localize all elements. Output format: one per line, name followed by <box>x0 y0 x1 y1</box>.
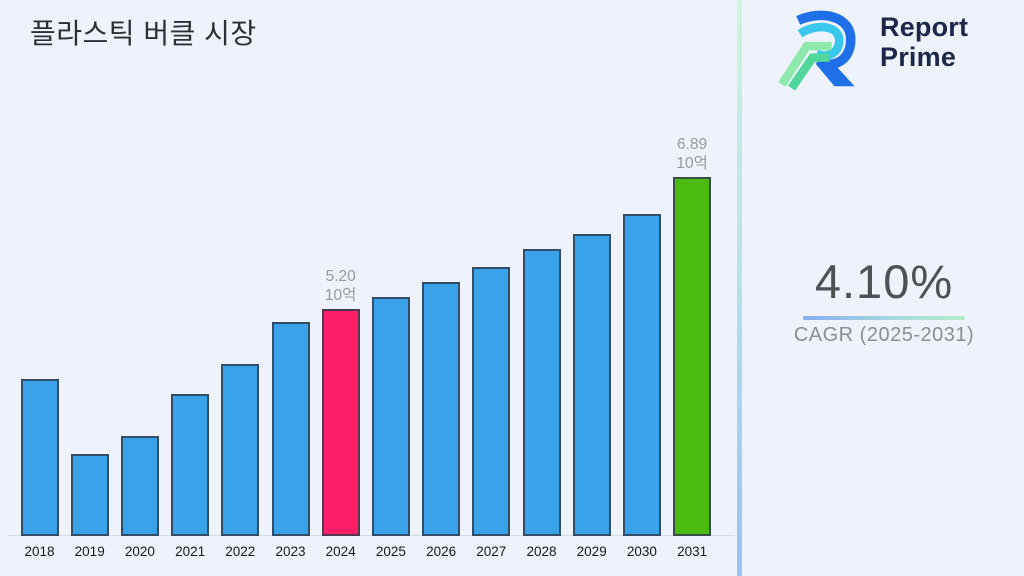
brand-logo: Report Prime <box>774 8 968 92</box>
logo-text-line1: Report <box>880 12 969 42</box>
bar-2023 <box>271 322 310 536</box>
bar-2020 <box>120 436 159 536</box>
x-tick-2031: 2031 <box>677 544 708 559</box>
bar-2018 <box>20 379 59 536</box>
x-tick-2024: 2024 <box>325 544 356 559</box>
bar-2029 <box>572 234 611 536</box>
x-tick-2023: 2023 <box>275 544 306 559</box>
bar-2022 <box>221 364 260 536</box>
logo-text: Report Prime <box>880 12 968 72</box>
x-tick-2025: 2025 <box>375 544 406 559</box>
bar-2019 <box>70 454 109 536</box>
x-tick-2022: 2022 <box>225 544 256 559</box>
bar-chart: 2018 2019 2020 2021 2022 2023 2024 5.20 10억 2025 2… <box>8 136 734 559</box>
bar-2031 <box>673 177 712 536</box>
x-tick-2026: 2026 <box>426 544 457 559</box>
bar-2027 <box>472 267 511 536</box>
bar-2028 <box>522 249 561 536</box>
bar-2026 <box>422 282 461 536</box>
x-tick-2028: 2028 <box>526 544 557 559</box>
vertical-divider <box>737 0 742 576</box>
cagr-block: 4.10% CAGR (2025-2031) <box>764 254 1004 347</box>
bar-2025 <box>371 297 410 536</box>
cagr-underline <box>803 316 965 320</box>
bar-2024 <box>321 309 360 536</box>
x-tick-2019: 2019 <box>74 544 105 559</box>
data-label-2024: 5.20 10억 <box>324 268 357 304</box>
x-tick-2029: 2029 <box>576 544 607 559</box>
x-tick-2018: 2018 <box>24 544 55 559</box>
cagr-label: CAGR (2025-2031) <box>793 324 975 346</box>
bar-2021 <box>171 394 210 536</box>
x-tick-2021: 2021 <box>175 544 206 559</box>
data-label-2031: 6.89 10억 <box>676 136 708 172</box>
logo-text-line2: Prime <box>880 42 957 72</box>
x-axis-line <box>8 535 734 536</box>
cagr-value: 4.10% <box>814 255 954 308</box>
x-tick-2020: 2020 <box>124 544 155 559</box>
bar-2030 <box>622 214 661 536</box>
report-prime-logo-icon <box>778 10 856 91</box>
page-title: 플라스틱 버클 시장 <box>30 18 257 49</box>
x-tick-2030: 2030 <box>626 544 657 559</box>
x-tick-2027: 2027 <box>476 544 507 559</box>
